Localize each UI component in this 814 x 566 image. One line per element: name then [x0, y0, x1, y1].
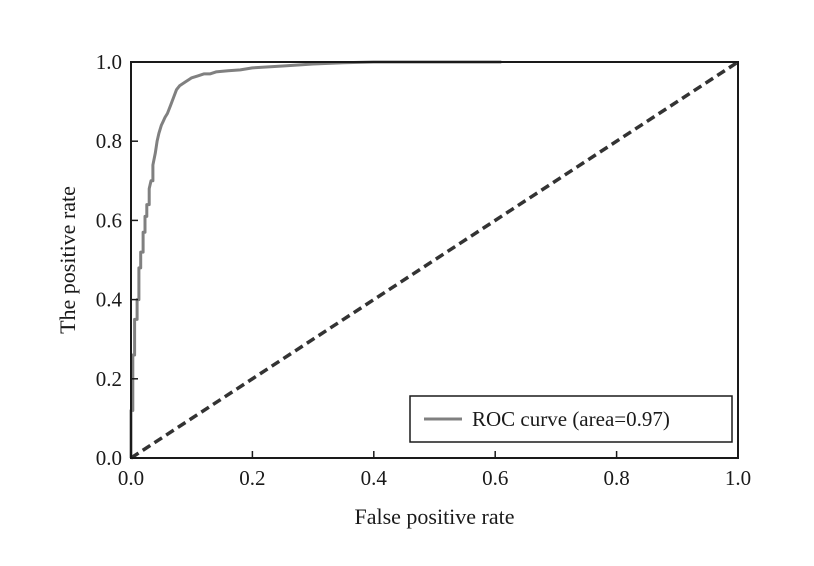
x-axis-title: False positive rate [354, 504, 514, 529]
roc-curve-line [129, 60, 502, 458]
y-tick-label: 0.2 [96, 367, 122, 391]
y-tick-label: 1.0 [96, 50, 122, 74]
x-tick-label: 1.0 [725, 466, 751, 490]
x-tick-label: 0.0 [118, 466, 144, 490]
legend-box [409, 395, 733, 443]
diagonal-reference-line [130, 60, 739, 460]
x-tick-label: 0.8 [603, 466, 629, 490]
legend: ROC curve (area=0.97) [409, 395, 733, 443]
y-tick-label: 0.4 [96, 288, 123, 312]
x-tick-label: 0.6 [482, 466, 508, 490]
y-tick-label: 0.0 [96, 446, 122, 470]
plot-frame [130, 61, 739, 459]
x-tick-label: 0.2 [239, 466, 265, 490]
x-tick-label: 0.4 [361, 466, 388, 490]
y-axis-title: The positive rate [55, 186, 80, 334]
legend-label-roc-curve: ROC curve (area=0.97) [472, 407, 670, 431]
y-tick-label: 0.6 [96, 208, 122, 232]
ticks-layer: 0.0 0.2 0.4 0.6 0.8 1.0 0.0 0.2 0.4 0.6 0.8 1.0 [96, 50, 751, 490]
y-tick-label: 0.8 [96, 129, 122, 153]
series-layer [129, 60, 739, 460]
